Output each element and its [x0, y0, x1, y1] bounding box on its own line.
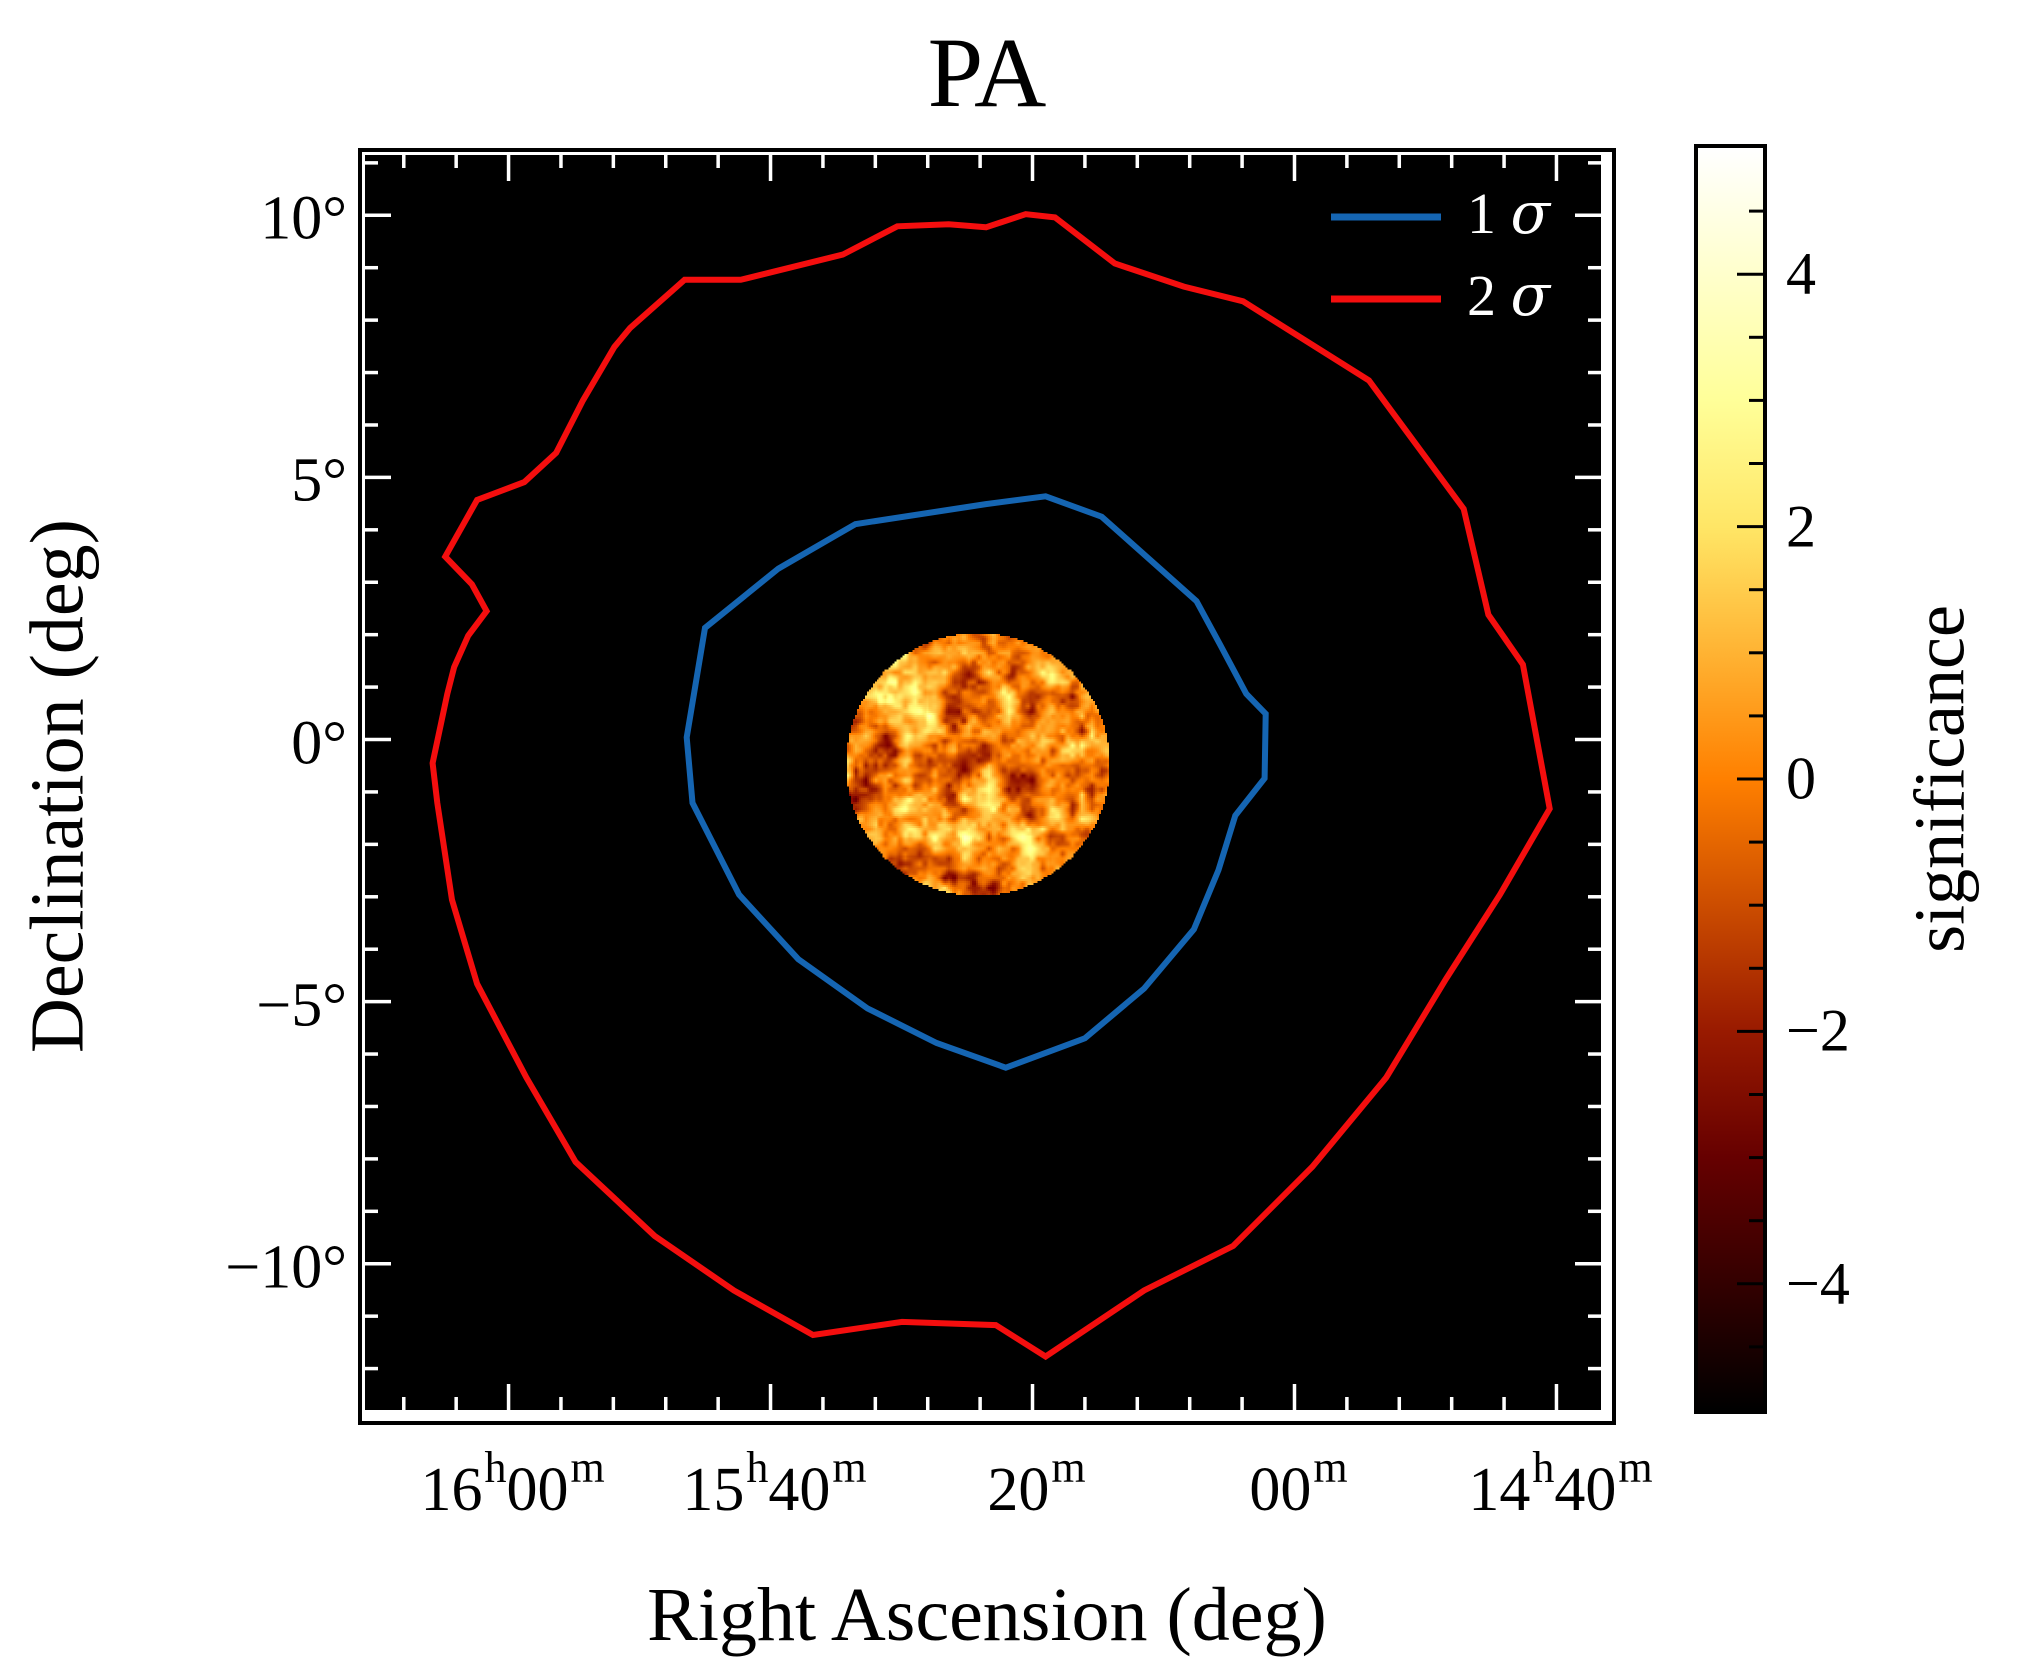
y-tick-label: −5° — [256, 971, 347, 1040]
legend-label-2sigma: 2 σ — [1467, 261, 1551, 329]
x-tick-label: 15h40m — [682, 1443, 867, 1524]
colorbar-label: significance — [1899, 605, 1980, 953]
significance-noise-disk — [845, 631, 1111, 897]
colorbar-tick-label: 2 — [1786, 493, 1816, 560]
colorbar-tick-label: 4 — [1786, 240, 1816, 307]
x-tick-label: 14h40m — [1468, 1443, 1653, 1524]
colorbar — [1694, 144, 1767, 1414]
y-tick-label: 0° — [291, 709, 347, 777]
x-tick-label: 16h00m — [420, 1443, 605, 1524]
colorbar-tick-label: −2 — [1786, 997, 1850, 1064]
legend-label-1sigma: 1 σ — [1467, 179, 1551, 247]
colorbar-gradient-and-ticks — [1698, 148, 1763, 1410]
colorbar-tick-label: 0 — [1786, 745, 1816, 812]
x-tick-label: 00m — [1249, 1443, 1348, 1524]
y-tick-label: −10° — [225, 1233, 347, 1302]
y-tick-label: 10° — [260, 184, 347, 253]
contour-1σ — [683, 493, 1269, 1071]
colorbar-tick-label: −4 — [1786, 1250, 1850, 1317]
x-tick-label: 20m — [987, 1443, 1086, 1524]
plot-title: PA — [927, 17, 1047, 128]
contours-and-ticks-layer — [365, 155, 1601, 1410]
y-tick-label: 5° — [291, 446, 347, 515]
x-axis-label: Right Ascension (deg) — [647, 1573, 1327, 1657]
contour-2σ — [429, 211, 1553, 1361]
y-axis-label: Declination (deg) — [15, 519, 100, 1053]
